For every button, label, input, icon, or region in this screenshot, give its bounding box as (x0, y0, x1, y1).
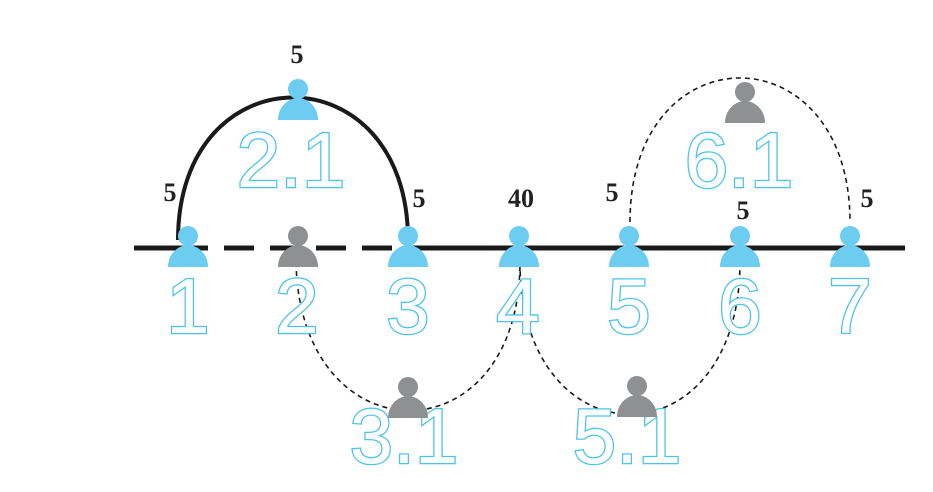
node-label-6-1: 6.1 (685, 116, 793, 204)
node-label-1: 1 (166, 262, 209, 350)
weight-label-arc-left: 5 (164, 178, 177, 207)
node-label-2-1: 2.1 (237, 116, 345, 204)
weight-label-node-4: 40 (508, 184, 534, 213)
node-label-7: 7 (828, 262, 871, 350)
node-label-5: 5 (607, 262, 650, 350)
node-label-2: 2 (275, 262, 318, 350)
node-label-3: 3 (386, 262, 429, 350)
weight-label-loop-6-1-right: 5 (861, 184, 874, 213)
weight-label-loop-6-1-left: 5 (606, 178, 619, 207)
node-label-6: 6 (718, 262, 761, 350)
node-label-4: 4 (496, 262, 539, 350)
person-icon (725, 82, 765, 123)
weight-label-node-6: 5 (737, 196, 750, 225)
weight-label-arc-right: 5 (413, 184, 426, 213)
weight-label-top-2-1: 5 (291, 40, 304, 69)
node-labels: 1 2 3 4 5 6 7 2.1 3.1 5.1 6.1 (166, 116, 871, 480)
